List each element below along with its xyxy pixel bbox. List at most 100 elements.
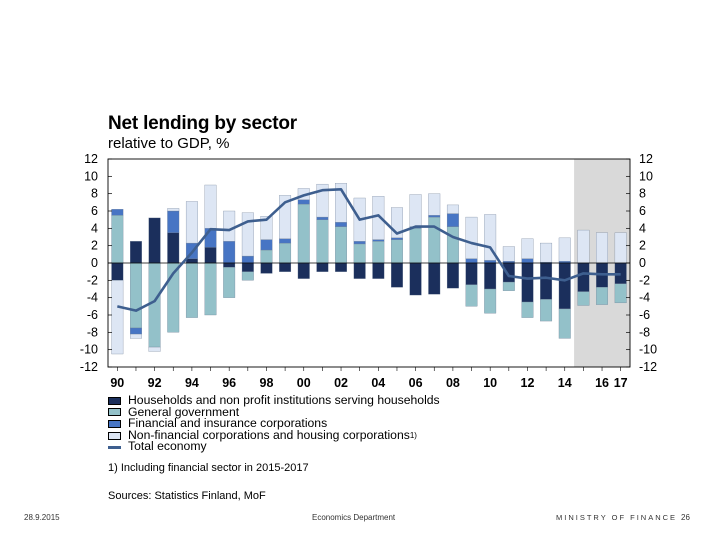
bar-2015-series-3 <box>577 229 590 264</box>
bar-2013-series-1 <box>540 299 553 322</box>
bar-2004-series-2 <box>372 239 385 242</box>
bar-2002-series-3 <box>335 183 347 223</box>
ytick-label-right--2: -2 <box>639 273 650 287</box>
ytick-label-left-6: 6 <box>91 204 98 218</box>
bar-2005-series-1 <box>391 239 403 264</box>
bar-1990-series-1 <box>111 215 124 264</box>
xtick-label-06: 06 <box>409 376 423 390</box>
footer-page-number: 26 <box>681 513 690 522</box>
bar-2017-series-3 <box>614 232 627 264</box>
bar-1991-series-3 <box>130 333 142 339</box>
bar-1996-series-3 <box>223 210 236 242</box>
bar-1995-series-3 <box>204 184 217 229</box>
sources: Sources: Statistics Finland, MoF <box>108 490 266 502</box>
bar-1998-series-2 <box>260 239 273 251</box>
bar-2011-series-0 <box>502 262 515 283</box>
bar-1995-series-1 <box>204 262 217 316</box>
ytick-label-right--8: -8 <box>639 325 650 339</box>
bar-2009-series-2 <box>465 258 478 264</box>
bar-1990-series-2 <box>111 209 124 216</box>
bar-1997-series-2 <box>241 255 254 264</box>
bar-1997-series-3 <box>241 212 254 257</box>
bar-2001-series-0 <box>316 262 329 272</box>
ytick-label-right-12: 12 <box>639 152 653 166</box>
bar-2008-series-3 <box>446 204 459 214</box>
bar-2001-series-2 <box>316 216 329 220</box>
bar-2006-series-0 <box>409 262 422 296</box>
bar-1994-series-0 <box>185 258 198 264</box>
bar-1992-series-3 <box>148 346 161 352</box>
bar-1997-series-0 <box>241 262 254 272</box>
bar-2007-series-1 <box>428 216 441 264</box>
legend-item-households: Households and non profit institutions s… <box>108 393 440 407</box>
xtick-label-04: 04 <box>371 376 385 390</box>
legend-item-general-government: General government <box>108 406 440 419</box>
bar-1993-series-3 <box>167 208 180 212</box>
bar-1999-series-2 <box>279 238 292 244</box>
bar-2009-series-3 <box>465 216 478 259</box>
bar-2015-series-0 <box>577 262 590 292</box>
bar-2004-series-0 <box>372 262 385 279</box>
bar-2008-series-2 <box>446 213 459 227</box>
xtick-label-92: 92 <box>148 376 162 390</box>
legend-swatch-financial <box>108 419 121 428</box>
bar-2008-series-1 <box>446 226 459 264</box>
bar-2010-series-1 <box>484 288 497 314</box>
bar-2014-series-3 <box>558 237 571 262</box>
bar-2002-series-1 <box>335 226 347 264</box>
bar-1993-series-2 <box>167 210 180 233</box>
bar-1991-series-2 <box>130 327 142 335</box>
bar-2015-series-1 <box>577 291 590 306</box>
bar-2012-series-3 <box>521 238 534 259</box>
ytick-label-left-8: 8 <box>91 187 98 201</box>
bar-1992-series-0 <box>148 217 161 264</box>
ytick-label-left-4: 4 <box>91 221 98 235</box>
legend: Households and non profit institutions s… <box>108 393 440 454</box>
bar-1998-series-1 <box>260 249 273 264</box>
bar-2013-series-0 <box>540 262 553 300</box>
legend-footnote-marker: 1) <box>409 430 417 440</box>
bar-2003-series-0 <box>353 262 366 279</box>
ytick-label-left--8: -8 <box>87 325 98 339</box>
ytick-label-left--2: -2 <box>87 273 98 287</box>
legend-label-households: Households and non profit institutions s… <box>128 393 440 407</box>
bar-1999-series-0 <box>279 262 292 272</box>
bar-2007-series-2 <box>428 215 441 218</box>
chart-title: Net lending by sector <box>108 113 298 134</box>
bar-2003-series-2 <box>353 241 366 245</box>
ytick-label-right-2: 2 <box>639 239 646 253</box>
bar-2011-series-1 <box>502 281 515 291</box>
ytick-label-left-10: 10 <box>84 169 98 183</box>
bar-2010-series-0 <box>484 262 497 290</box>
ytick-label-right--4: -4 <box>639 291 650 305</box>
bar-1991-series-1 <box>130 262 142 329</box>
legend-label-total-economy: Total economy <box>128 439 207 454</box>
bar-2000-series-2 <box>297 199 310 205</box>
bar-2012-series-0 <box>521 262 534 303</box>
bar-1998-series-3 <box>260 216 273 240</box>
footer-department: Economics Department <box>312 513 396 522</box>
ytick-label-right--12: -12 <box>639 360 657 374</box>
bar-1996-series-1 <box>223 267 236 298</box>
bar-2001-series-1 <box>316 219 329 264</box>
bar-2000-series-1 <box>297 203 310 264</box>
ytick-label-left-12: 12 <box>84 152 98 166</box>
legend-label-non-financial: Non-financial corporations and housing c… <box>128 427 410 442</box>
xtick-label-12: 12 <box>521 376 535 390</box>
footnote: 1) Including financial sector in 2015-20… <box>108 462 309 474</box>
ytick-label-right--6: -6 <box>639 308 650 322</box>
bar-2004-series-1 <box>372 241 385 264</box>
ytick-label-right-8: 8 <box>639 187 646 201</box>
xtick-label-16: 16 <box>595 376 609 390</box>
bar-1996-series-0 <box>223 262 236 268</box>
legend-swatch-households <box>108 396 121 405</box>
bar-2007-series-3 <box>428 193 441 216</box>
xtick-label-10: 10 <box>483 376 497 390</box>
bar-2009-series-0 <box>465 262 478 285</box>
xtick-label-02: 02 <box>334 376 348 390</box>
bar-1998-series-0 <box>260 262 273 274</box>
footer-date: 28.9.2015 <box>24 513 60 522</box>
total-economy-line <box>117 188 621 312</box>
bar-2016-series-3 <box>596 232 608 264</box>
